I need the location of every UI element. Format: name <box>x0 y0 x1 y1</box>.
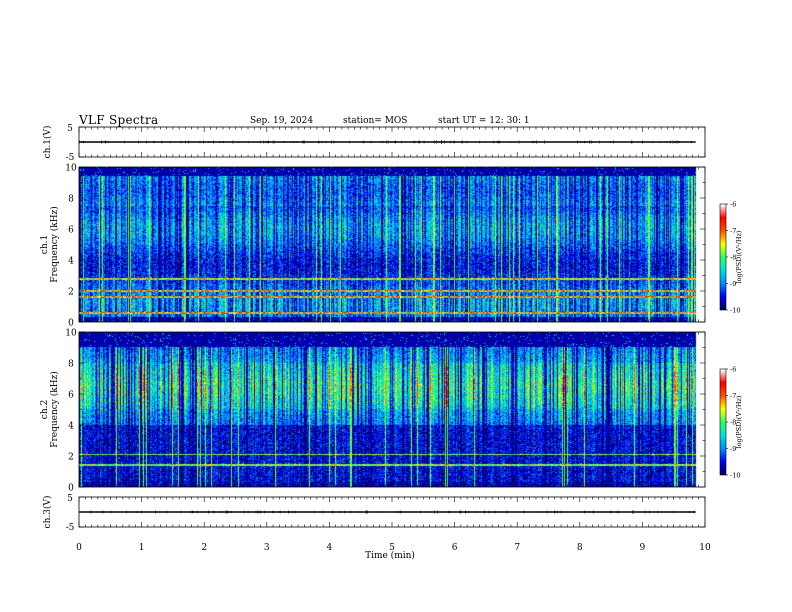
y-tick-label: 6 <box>68 391 74 401</box>
colorbar-2 <box>720 369 726 475</box>
ch2-spectrogram-image <box>79 332 705 487</box>
y-axis-label-frequency: Frequency (kHz) <box>49 371 60 448</box>
x-tick-label: 5 <box>389 543 395 553</box>
y-tick-label: 5 <box>67 124 73 134</box>
spectrogram-images <box>79 167 726 487</box>
colorbar-tick-label: -10 <box>730 307 740 315</box>
x-tick-label: 7 <box>514 543 520 553</box>
x-tick-label: 6 <box>452 543 458 553</box>
x-axis-label: Time (min) <box>365 550 415 561</box>
y-tick-label: 0 <box>68 319 74 329</box>
y-tick-label: 2 <box>68 453 74 463</box>
date-label: Sep. 19, 2024 <box>250 116 314 126</box>
y-tick-label: 4 <box>68 257 74 267</box>
colorbar-label: log(PSD)(V²/Hz) <box>735 230 743 283</box>
y-axis-label-channel: ch.1 <box>40 235 50 254</box>
colorbar-tick-label: -7 <box>730 392 736 400</box>
y-tick-label: -5 <box>66 523 75 533</box>
x-tick-label: 10 <box>699 543 711 553</box>
colorbar-tick-label: -6 <box>730 201 736 209</box>
colorbar-tick-label: -7 <box>730 227 736 235</box>
y-axis-label-channel: ch.2 <box>40 400 50 419</box>
ch1-spectrogram-image <box>79 167 705 322</box>
colorbar-1 <box>720 204 726 310</box>
y-tick-label: 0 <box>68 484 74 494</box>
colorbar-label: log(PSD)(V²/Hz) <box>735 395 743 448</box>
figure-title: VLF Spectra <box>79 113 159 127</box>
colorbar-tick-label: -9 <box>730 280 736 288</box>
y-tick-label: 2 <box>68 288 74 298</box>
x-tick-label: 2 <box>201 543 207 553</box>
colorbar-tick-label: -10 <box>730 472 740 480</box>
y-axis-label-ch1-waveform: ch.1(V) <box>42 126 53 159</box>
y-tick-label: -5 <box>66 153 75 163</box>
y-axis-label-frequency: Frequency (kHz) <box>49 206 60 283</box>
axes <box>78 126 728 528</box>
x-tick-label: 0 <box>76 543 82 553</box>
y-axis-label-ch3-waveform: ch.3(V) <box>42 496 53 529</box>
station-label: station= MOS <box>343 116 408 126</box>
colorbar-tick-label: -9 <box>730 445 736 453</box>
start-ut-label: start UT = 12: 30: 1 <box>438 116 530 126</box>
y-tick-label: 8 <box>68 195 74 205</box>
x-tick-label: 8 <box>577 543 583 553</box>
y-tick-label: 6 <box>68 226 74 236</box>
y-tick-label: 5 <box>67 494 73 504</box>
colorbar-tick-label: -6 <box>730 366 736 374</box>
y-tick-label: 4 <box>68 422 74 432</box>
x-tick-label: 4 <box>327 543 333 553</box>
y-tick-label: 8 <box>68 360 74 370</box>
y-tick-label: 10 <box>65 329 77 339</box>
colorbar-tick-label: -8 <box>730 254 736 262</box>
colorbar-tick-label: -8 <box>730 419 736 427</box>
x-tick-label: 3 <box>264 543 270 553</box>
x-tick-label: 9 <box>640 543 646 553</box>
x-tick-label: 1 <box>139 543 145 553</box>
y-tick-label: 10 <box>65 164 77 174</box>
